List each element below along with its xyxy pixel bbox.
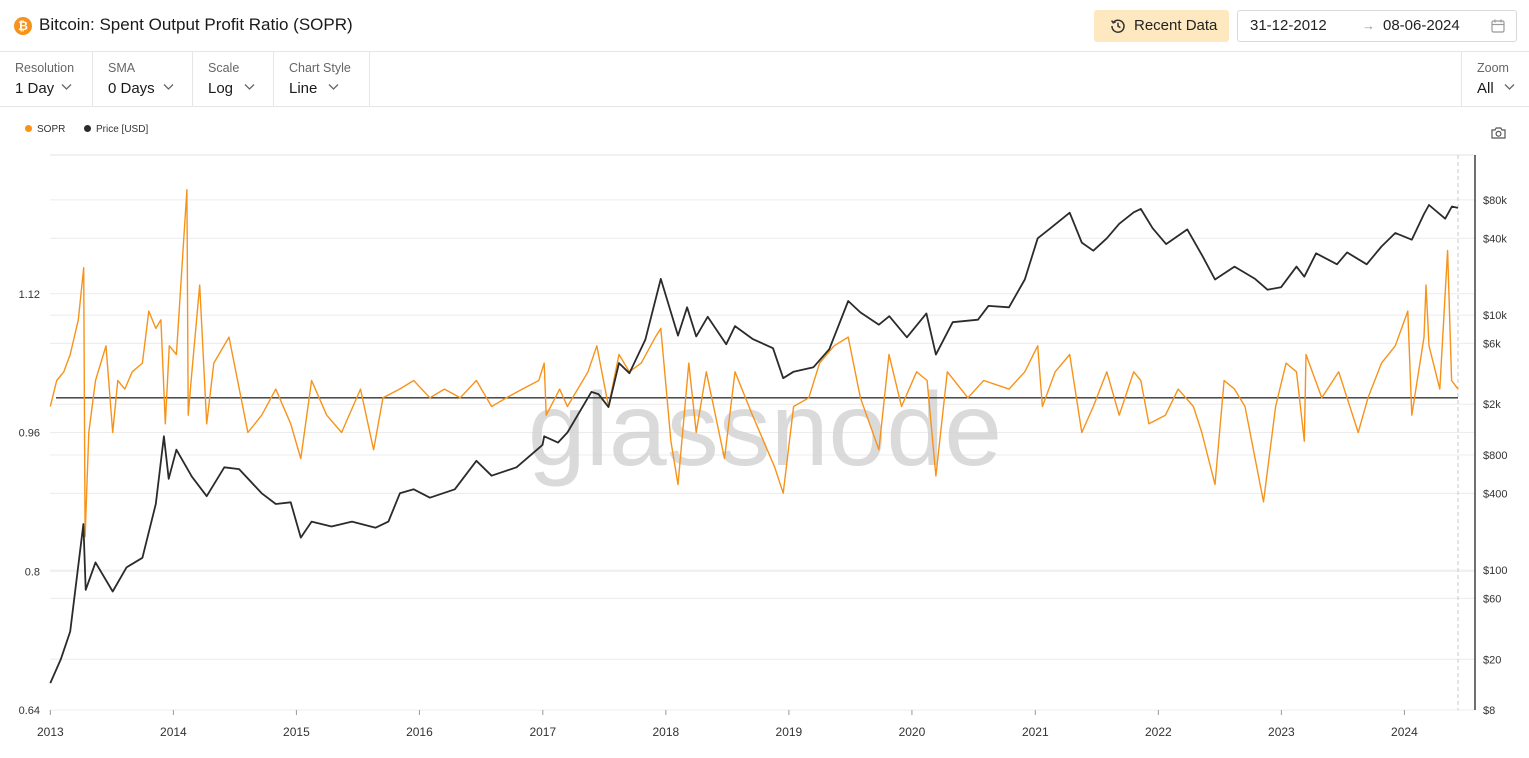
x-axis-tick-label: 2015 <box>283 725 310 739</box>
right-axis-tick-label: $40k <box>1483 233 1507 245</box>
left-axis: 0.64 0.8 0.96 1.12 <box>19 289 40 717</box>
scale-value: Log <box>208 80 234 97</box>
chevron-down-icon <box>1504 84 1515 90</box>
scale-dropdown[interactable]: Scale Log <box>193 52 274 106</box>
left-axis-tick-label: 0.8 <box>25 566 40 578</box>
legend-dot-price <box>84 125 91 132</box>
x-axis: 2013 2014 2015 2016 2017 2018 2019 2020 2021 2022… <box>37 710 1418 739</box>
legend-item-price[interactable]: Price [USD] <box>84 124 148 135</box>
x-axis-tick-label: 2014 <box>160 725 187 739</box>
history-icon <box>1110 19 1125 33</box>
right-axis-tick-label: $60 <box>1483 593 1501 605</box>
chevron-down-icon <box>328 84 339 90</box>
zoom-dropdown[interactable]: Zoom All <box>1461 52 1529 106</box>
watermark: glassnode <box>528 372 1002 488</box>
x-axis-tick-label: 2023 <box>1268 725 1295 739</box>
x-axis-tick-label: 2013 <box>37 725 64 739</box>
price-series-line <box>49 204 1459 684</box>
arrow-right-icon: → <box>1362 18 1375 33</box>
x-axis-tick-label: 2024 <box>1391 725 1418 739</box>
x-axis-tick-label: 2016 <box>406 725 433 739</box>
page-title: Bitcoin: Spent Output Profit Ratio (SOPR… <box>39 15 353 34</box>
x-axis-tick-label: 2022 <box>1145 725 1172 739</box>
resolution-value: 1 Day <box>15 80 55 97</box>
zoom-value: All <box>1477 80 1494 97</box>
sma-value: 0 Days <box>108 80 155 97</box>
right-axis: $8 $20 $60 $100 $400 $800 $2k $6k $10k $40k $80k <box>1483 195 1507 717</box>
camera-icon[interactable] <box>1491 127 1506 139</box>
scale-label: Scale <box>208 61 240 75</box>
recent-data-button[interactable]: Recent Data <box>1094 10 1229 42</box>
right-axis-tick-label: $8 <box>1483 705 1495 717</box>
sma-dropdown[interactable]: SMA 0 Days <box>93 52 193 106</box>
legend-item-sopr[interactable]: SOPR <box>25 124 65 135</box>
recent-data-label: Recent Data <box>1134 17 1218 34</box>
left-axis-tick-label: 1.12 <box>19 289 40 301</box>
x-axis-tick-label: 2017 <box>529 725 556 739</box>
chart-style-value: Line <box>289 80 318 97</box>
zoom-label: Zoom <box>1477 61 1509 75</box>
x-axis-tick-label: 2020 <box>899 725 926 739</box>
x-axis-tick-label: 2021 <box>1022 725 1049 739</box>
legend-label-sopr: SOPR <box>37 124 66 135</box>
right-axis-tick-label: $2k <box>1483 399 1501 411</box>
chevron-down-icon <box>244 84 255 90</box>
right-axis-tick-label: $6k <box>1483 338 1501 350</box>
right-axis-tick-label: $20 <box>1483 654 1501 666</box>
right-axis-tick-label: $100 <box>1483 565 1507 577</box>
chart-style-dropdown[interactable]: Chart Style Line <box>274 52 370 106</box>
left-axis-tick-label: 0.64 <box>19 705 40 717</box>
x-axis-tick-label: 2018 <box>653 725 680 739</box>
date-range-picker[interactable]: 31-12-2012 → 08-06-2024 <box>1237 10 1517 42</box>
chevron-down-icon <box>61 84 72 90</box>
left-axis-tick-label: 0.96 <box>19 428 40 440</box>
calendar-icon[interactable] <box>1491 19 1505 33</box>
bitcoin-logo-icon: ₿ <box>14 17 32 35</box>
sma-label: SMA <box>108 61 136 75</box>
date-start-field[interactable]: 31-12-2012 <box>1250 17 1327 34</box>
right-axis-tick-label: $80k <box>1483 195 1507 207</box>
resolution-dropdown[interactable]: Resolution 1 Day <box>0 52 93 106</box>
date-end-field[interactable]: 08-06-2024 <box>1383 17 1460 34</box>
header: ₿ Bitcoin: Spent Output Profit Ratio (SO… <box>0 0 1529 52</box>
chevron-down-icon <box>163 84 174 90</box>
resolution-label: Resolution <box>15 61 75 75</box>
legend-dot-sopr <box>25 125 32 132</box>
right-axis-tick-label: $10k <box>1483 310 1507 322</box>
right-axis-tick-label: $800 <box>1483 450 1507 462</box>
legend-label-price: Price [USD] <box>96 124 149 135</box>
right-axis-tick-label: $400 <box>1483 488 1507 500</box>
sopr-chart: glassnode 0.64 0.8 0.96 1.12 $8 $20 $60 $100 $400… <box>19 154 1507 739</box>
x-axis-tick-label: 2019 <box>776 725 803 739</box>
sopr-series-line <box>49 189 1459 538</box>
chart-style-label: Chart Style <box>289 61 351 75</box>
chart-controls: Resolution 1 Day SMA 0 Days Scale Log Ch… <box>0 52 1529 107</box>
